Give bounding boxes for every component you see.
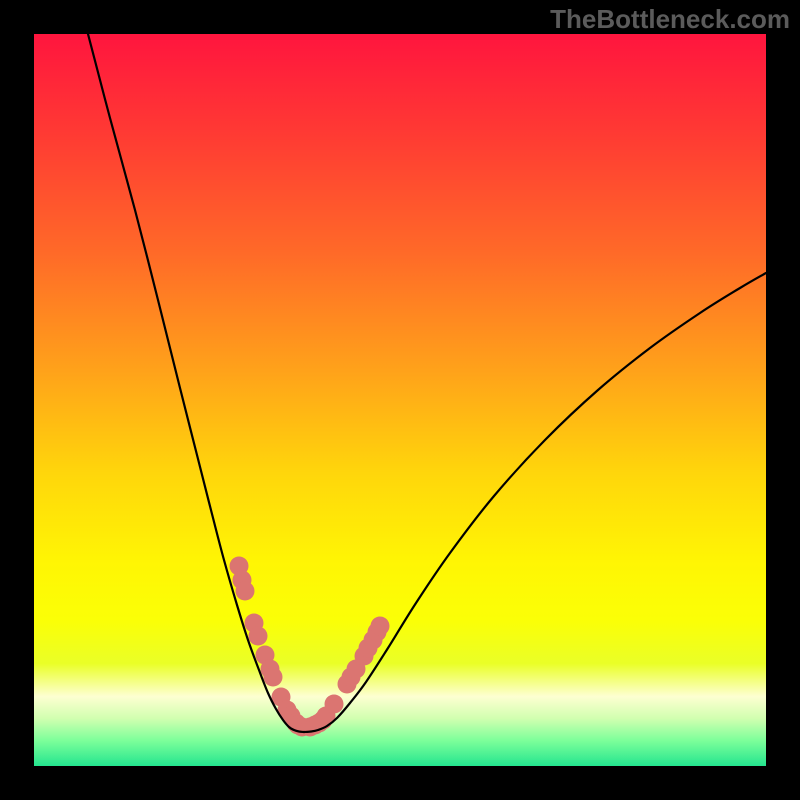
marker-group <box>230 557 390 737</box>
data-marker <box>325 695 344 714</box>
watermark-text: TheBottleneck.com <box>550 4 790 35</box>
data-marker <box>264 668 283 687</box>
data-marker <box>236 582 255 601</box>
left-curve <box>88 34 304 732</box>
figure-root: TheBottleneck.com <box>0 0 800 800</box>
curve-layer <box>34 34 766 766</box>
right-curve <box>304 273 766 732</box>
plot-area <box>34 34 766 766</box>
data-marker <box>249 627 268 646</box>
data-marker <box>371 617 390 636</box>
